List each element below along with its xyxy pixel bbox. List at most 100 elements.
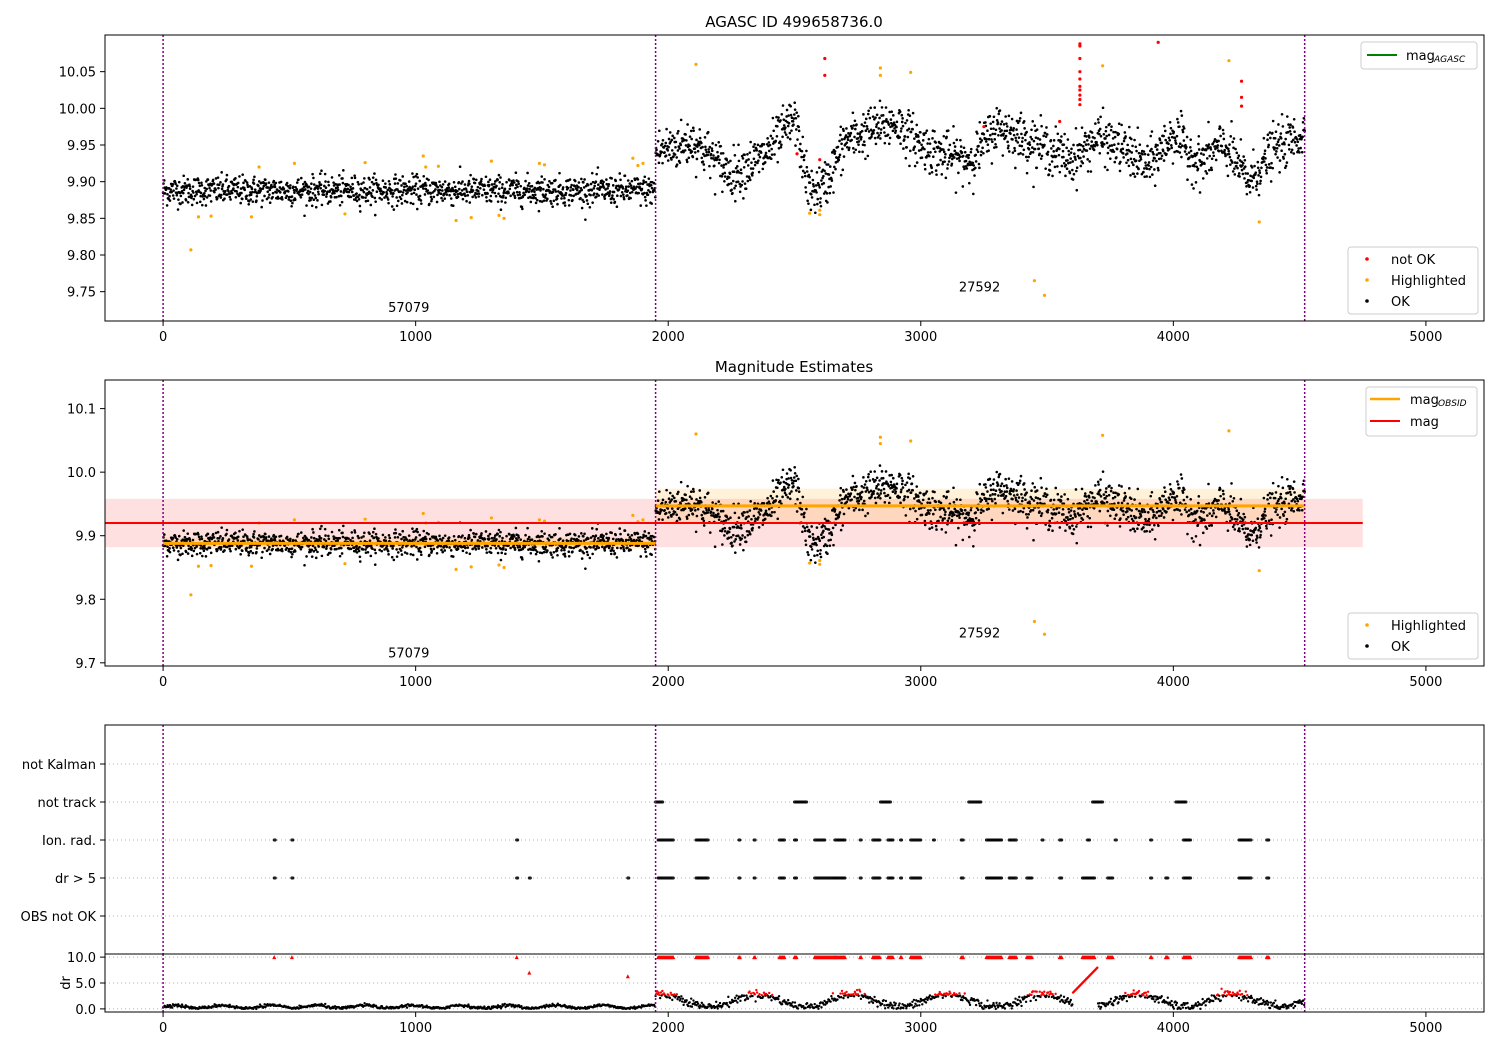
- ok-point: [691, 487, 695, 491]
- ok-point: [605, 536, 609, 540]
- ok-point: [175, 546, 179, 549]
- ok-point: [1295, 137, 1299, 141]
- ok-point: [168, 194, 171, 198]
- ok-point: [220, 187, 224, 191]
- ok-point: [1145, 167, 1149, 170]
- ok-point: [1179, 145, 1182, 149]
- ok-point: [558, 527, 561, 530]
- ok-point: [775, 115, 778, 119]
- ok-point: [750, 161, 753, 164]
- highlighted-point: [209, 214, 213, 218]
- ok-point: [394, 177, 398, 180]
- ok-point: [271, 195, 274, 199]
- ok-point: [660, 150, 664, 154]
- ok-point: [530, 184, 534, 188]
- ok-point: [371, 530, 375, 534]
- ok-point: [187, 544, 190, 547]
- ok-point: [592, 187, 596, 190]
- ok-point: [494, 547, 498, 550]
- panel-1-plot: 0 1000 2000 3000 4000 50009.759.809.859.909.9…: [59, 35, 1442, 345]
- ok-point: [771, 479, 775, 482]
- ok-point: [508, 533, 511, 536]
- ok-point: [373, 172, 376, 175]
- ok-point: [309, 198, 312, 202]
- ok-point: [1111, 137, 1115, 140]
- ok-point: [851, 147, 855, 150]
- ok-point: [493, 544, 497, 547]
- ok-point: [813, 554, 816, 558]
- ok-point: [591, 180, 595, 184]
- ok-point: [751, 171, 754, 175]
- ok-point: [622, 549, 626, 553]
- ok-point: [200, 184, 204, 187]
- ok-point: [703, 136, 707, 139]
- ok-point: [170, 190, 173, 194]
- ok-point: [487, 183, 491, 187]
- ok-point: [1189, 149, 1193, 153]
- ok-point: [849, 124, 853, 128]
- ok-point: [695, 157, 699, 161]
- ok-point: [541, 181, 544, 184]
- ok-point: [785, 477, 788, 481]
- ok-point: [422, 187, 425, 190]
- ok-point: [775, 478, 778, 482]
- ok-point: [859, 138, 863, 141]
- ok-point: [1284, 137, 1287, 141]
- ok-point: [190, 203, 194, 207]
- ok-point: [418, 546, 422, 550]
- ok-point: [234, 177, 237, 180]
- ok-point: [300, 193, 304, 196]
- ok-point: [946, 167, 949, 170]
- ok-point: [819, 555, 823, 559]
- ok-point: [1095, 140, 1098, 144]
- ok-point: [540, 200, 544, 203]
- ok-point: [969, 147, 973, 151]
- ok-point: [413, 188, 417, 192]
- ok-point: [351, 187, 355, 190]
- ok-point: [642, 181, 646, 184]
- ok-point: [797, 129, 801, 133]
- ok-point: [441, 199, 445, 202]
- ok-point: [1274, 152, 1277, 156]
- ok-point: [888, 110, 891, 114]
- ok-point: [827, 528, 831, 531]
- ok-point: [556, 202, 559, 206]
- ok-point: [463, 183, 467, 186]
- ok-point: [1263, 152, 1266, 156]
- ok-point: [307, 538, 311, 542]
- ok-point: [930, 526, 934, 529]
- ok-point: [967, 513, 970, 517]
- ok-point: [1129, 173, 1132, 177]
- ok-point: [412, 175, 415, 179]
- ok-point: [1147, 161, 1151, 164]
- ok-point: [738, 536, 742, 540]
- not-ok-point: [1078, 77, 1082, 81]
- ok-point: [884, 470, 888, 473]
- ok-point: [1264, 163, 1268, 167]
- ok-point: [905, 481, 909, 484]
- ok-point: [628, 182, 632, 185]
- ok-point: [582, 200, 586, 204]
- ok-point: [967, 181, 971, 185]
- ok-point: [491, 188, 495, 191]
- ok-point: [1098, 127, 1102, 131]
- ok-point: [183, 182, 187, 185]
- ok-point: [1044, 167, 1047, 170]
- ok-point: [488, 532, 492, 536]
- ok-point: [954, 543, 958, 547]
- ok-point: [1179, 109, 1183, 113]
- ok-point: [416, 530, 419, 534]
- ok-point: [171, 546, 175, 550]
- ok-point: [1078, 148, 1082, 152]
- ok-point: [733, 540, 736, 543]
- ok-point: [166, 192, 169, 196]
- ok-point: [715, 157, 719, 161]
- ok-point: [429, 195, 433, 199]
- ok-point: [589, 546, 592, 549]
- ok-point: [466, 190, 469, 194]
- ok-point: [291, 185, 295, 189]
- ok-point: [360, 536, 363, 539]
- ok-point: [1169, 126, 1173, 130]
- ok-point: [818, 166, 821, 169]
- ok-point: [338, 203, 342, 207]
